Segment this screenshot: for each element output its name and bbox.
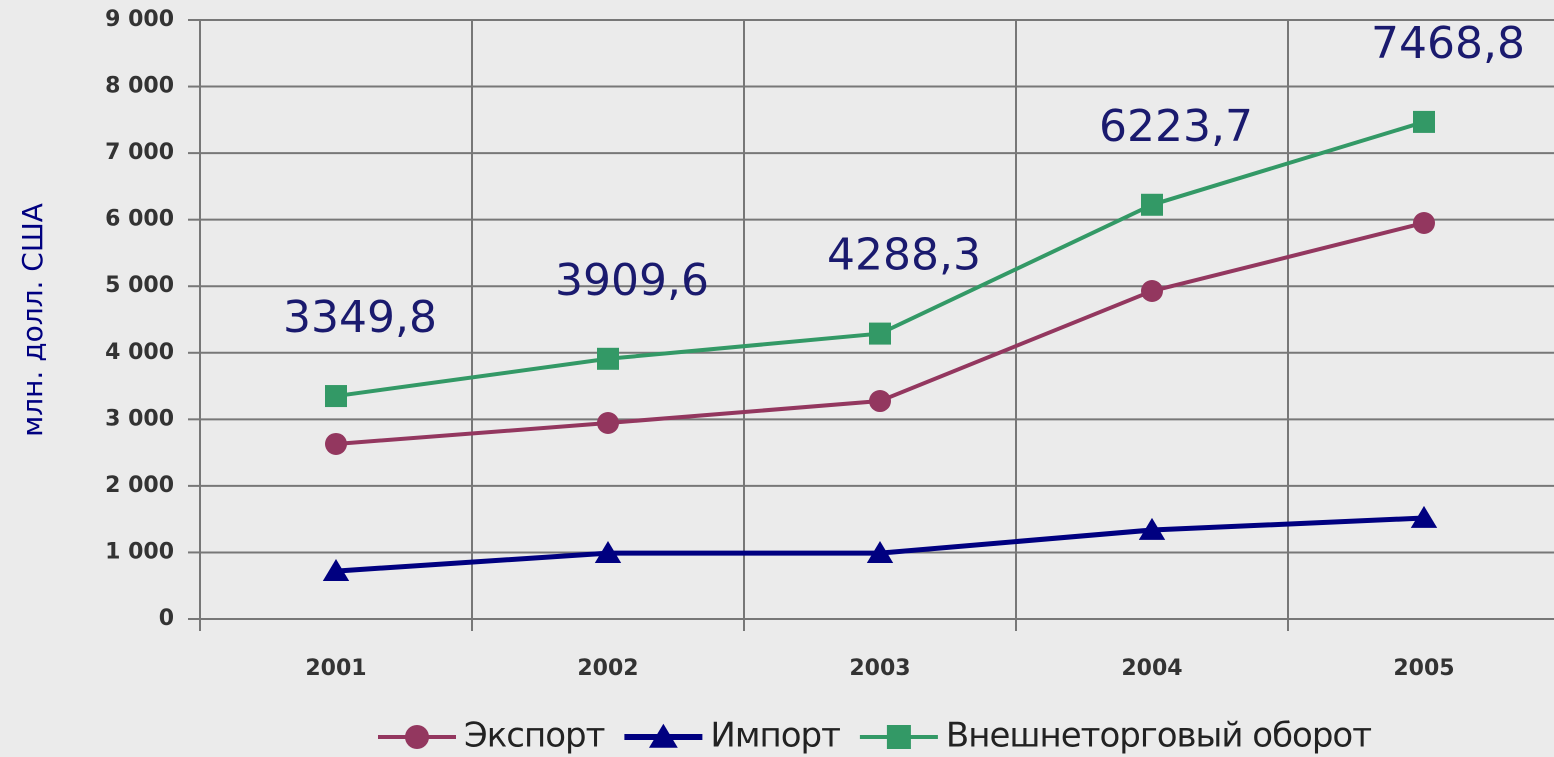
data-label: 6223,7 xyxy=(1099,101,1253,152)
data-label: 7468,8 xyxy=(1371,18,1525,69)
y-tick-label: 0 xyxy=(159,606,174,631)
y-tick-label: 7 000 xyxy=(105,140,174,165)
x-tick-label: 2005 xyxy=(1393,656,1454,681)
marker xyxy=(1410,505,1438,528)
y-axis-label: млн. долл. США xyxy=(16,203,49,437)
marker xyxy=(1141,280,1163,303)
marker xyxy=(325,385,347,408)
marker xyxy=(886,725,911,749)
y-tick-label: 1 000 xyxy=(105,539,174,564)
y-tick-label: 4 000 xyxy=(105,340,174,365)
data-label: 3349,8 xyxy=(283,292,437,343)
marker xyxy=(648,723,678,748)
legend-label: Импорт xyxy=(710,716,840,756)
marker xyxy=(597,347,619,370)
legend-label: Внешнеторговый оборот xyxy=(946,716,1371,756)
y-tick-label: 5 000 xyxy=(105,273,174,298)
marker xyxy=(405,725,429,749)
y-tick-label: 6 000 xyxy=(105,207,174,232)
y-tick-label: 8 000 xyxy=(105,74,174,99)
marker xyxy=(322,558,350,581)
marker xyxy=(1413,211,1435,234)
marker xyxy=(866,541,894,564)
x-tick-label: 2003 xyxy=(849,656,910,681)
marker xyxy=(869,390,891,413)
x-tick-label: 2002 xyxy=(577,656,638,681)
marker xyxy=(594,541,622,564)
y-tick-label: 9 000 xyxy=(105,7,174,32)
x-tick-label: 2004 xyxy=(1121,656,1182,681)
marker xyxy=(1413,110,1435,133)
marker xyxy=(325,432,347,455)
marker xyxy=(1141,193,1163,216)
data-label: 4288,3 xyxy=(827,230,981,281)
y-tick-label: 2 000 xyxy=(105,473,174,498)
marker xyxy=(597,411,619,434)
marker xyxy=(1138,517,1166,540)
x-tick-label: 2001 xyxy=(305,656,366,681)
legend-label: Экспорт xyxy=(464,716,605,756)
data-label: 3909,6 xyxy=(555,255,709,306)
y-tick-label: 3 000 xyxy=(105,406,174,431)
marker xyxy=(869,322,891,345)
